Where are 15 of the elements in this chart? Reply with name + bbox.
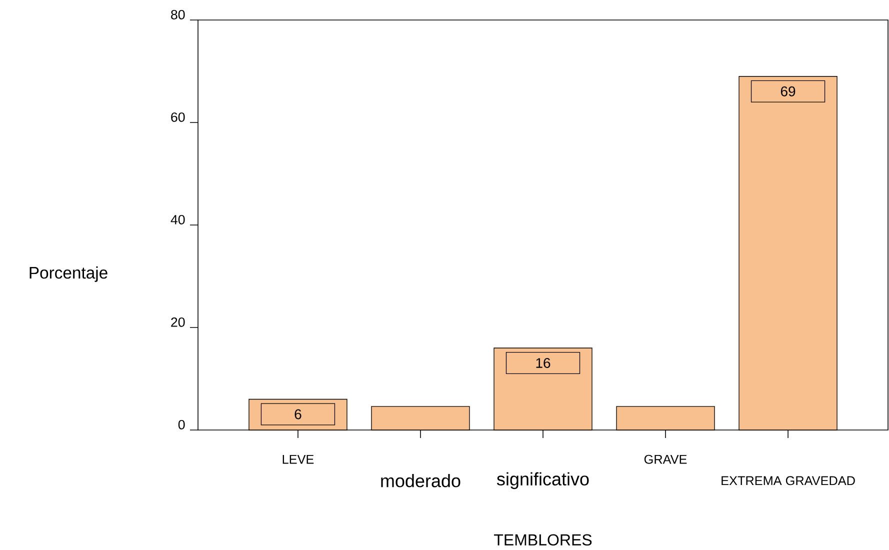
y-tick-label: 0 <box>178 420 185 430</box>
x-tick-label: significativo <box>496 472 589 490</box>
x-tick-label: moderado <box>381 474 460 488</box>
data-label: 16 <box>536 358 550 368</box>
x-axis-title: TEMBLORES <box>494 534 592 546</box>
y-tick-label: 60 <box>171 112 185 122</box>
y-tick-label: 40 <box>170 214 185 224</box>
x-tick-label: LEVE <box>282 454 314 464</box>
x-tick-label: GRAVE <box>644 454 687 464</box>
y-tick-label: 20 <box>171 317 185 327</box>
y-axis-title: Porcentaje <box>30 266 108 282</box>
y-tick-label: 80 <box>171 10 185 20</box>
data-label: 6 <box>294 409 302 420</box>
data-label: 69 <box>780 86 796 96</box>
x-tick-label: EXTREMA GRAVEDAD <box>722 476 855 486</box>
